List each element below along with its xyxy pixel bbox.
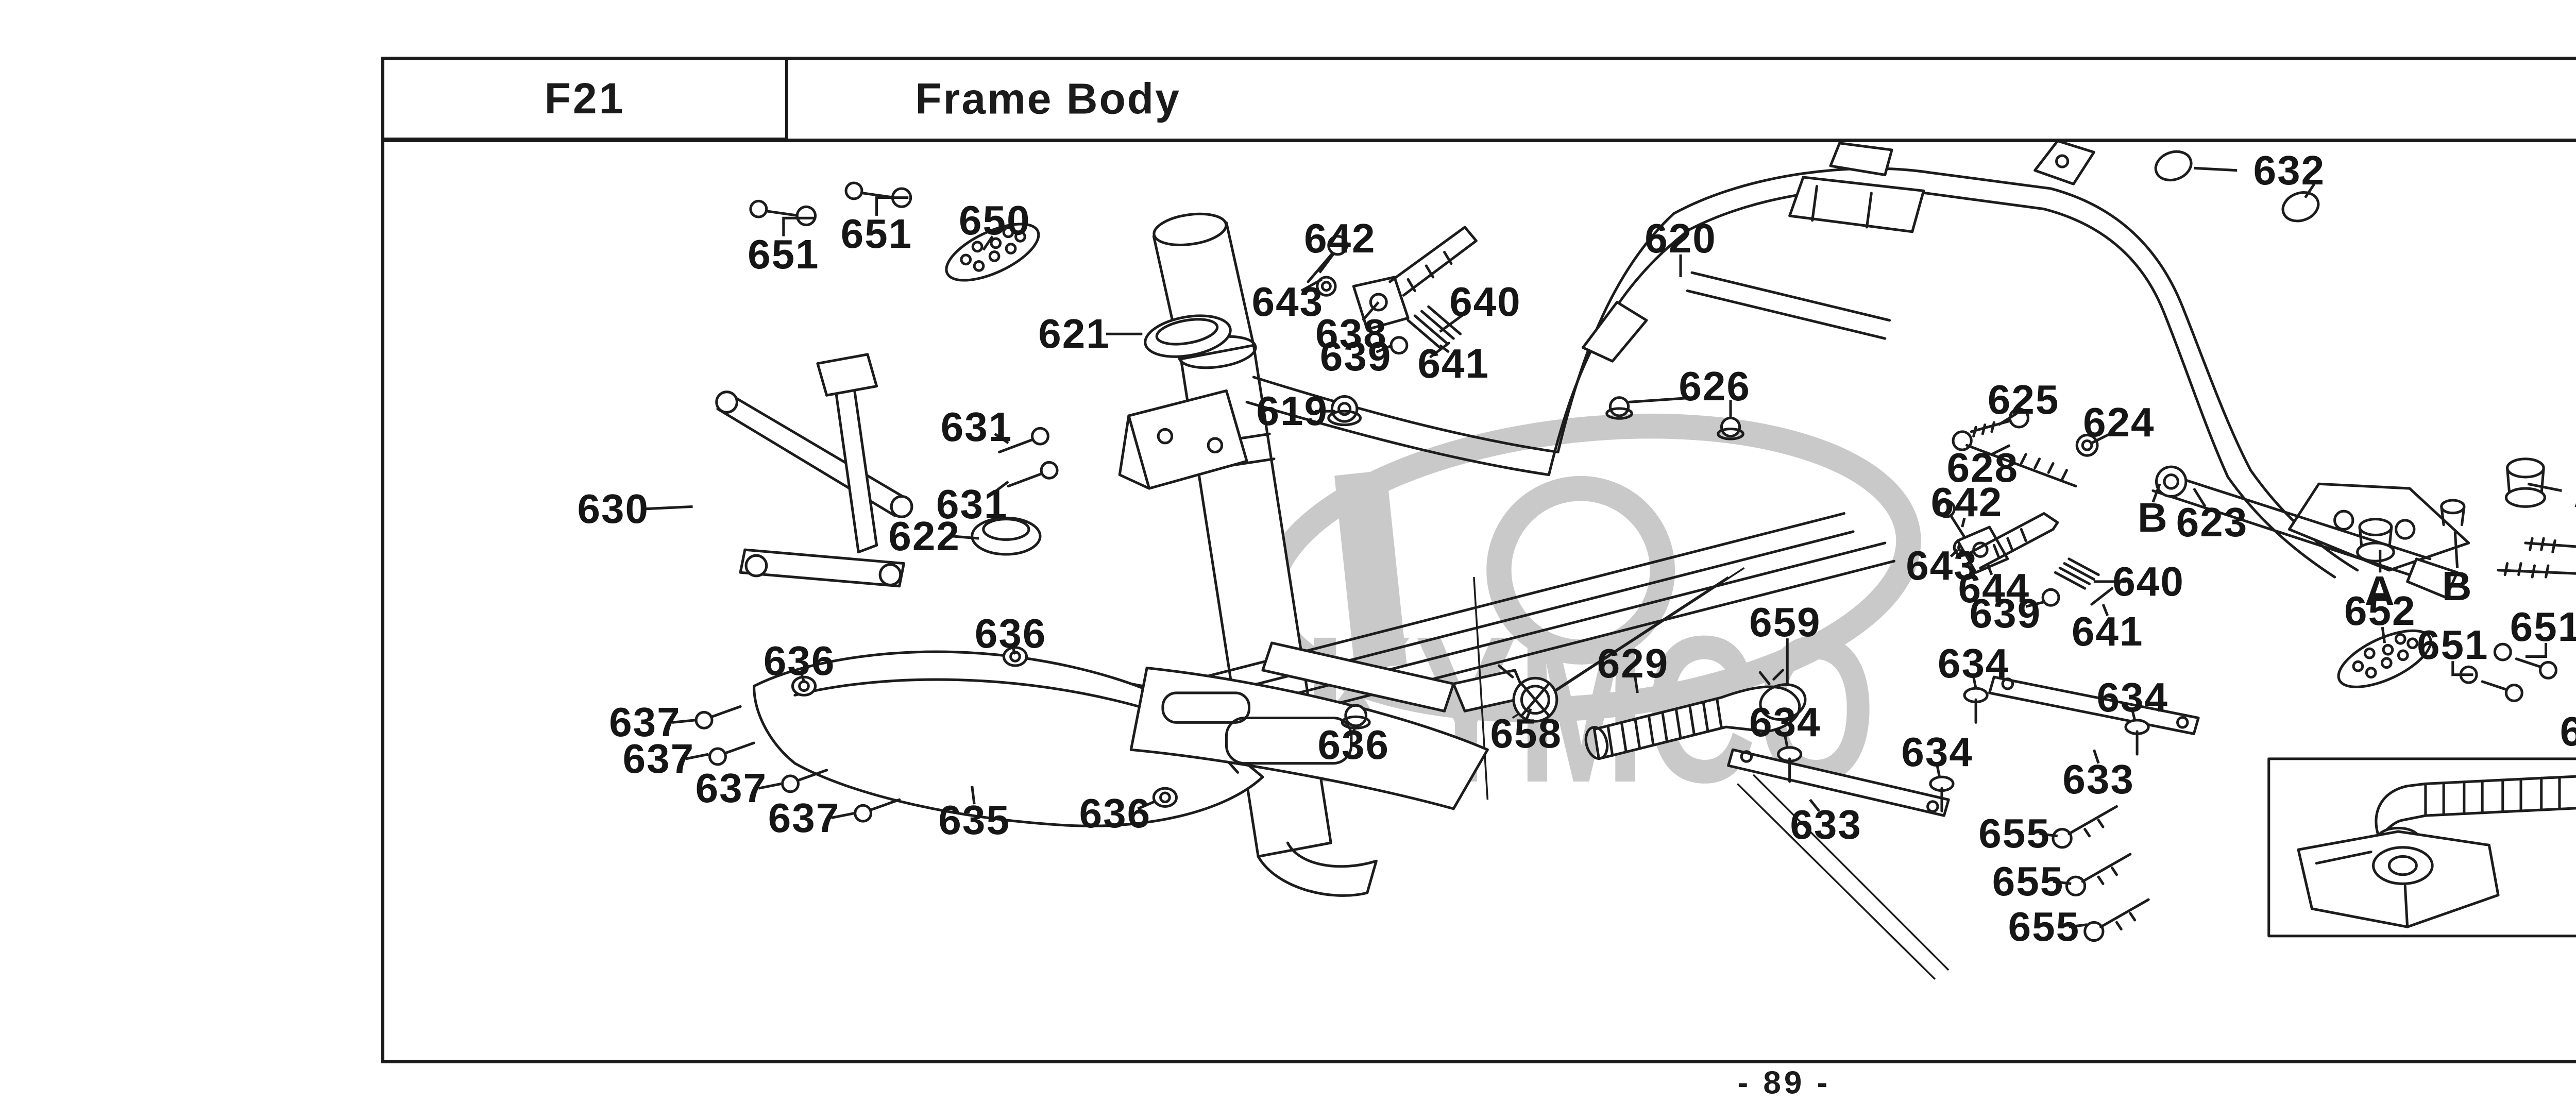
- part-label-654: 654: [2560, 708, 2576, 754]
- part-label-638: 638: [1315, 311, 1387, 357]
- small-parts-art: [971, 150, 2320, 556]
- part-label-651: 651: [2417, 622, 2489, 668]
- part-label-636: 636: [1079, 790, 1151, 836]
- part-label-640: 640: [2112, 558, 2184, 604]
- part-label-637: 637: [695, 765, 768, 811]
- page-title: Frame Body: [915, 74, 1181, 123]
- part-label-639: 639: [1969, 590, 2042, 636]
- part-label-659: 659: [1749, 599, 1821, 646]
- part-label-621: 621: [1038, 311, 1110, 357]
- part-label-619: 619: [1256, 388, 1328, 434]
- part-label-642: 642: [1304, 215, 1376, 262]
- part-label-635: 635: [938, 796, 1010, 843]
- part-label-A: A: [2573, 469, 2576, 517]
- part-label-632: 632: [2253, 147, 2326, 193]
- part-label-B: B: [2138, 495, 2168, 541]
- kick-cluster-right-art: [1937, 499, 2114, 607]
- part-label-630: 630: [577, 485, 649, 532]
- part-label-634: 634: [2096, 674, 2168, 720]
- plates-and-bolt-sets-art: [749, 181, 2557, 702]
- part-label-631: 631: [940, 404, 1013, 450]
- page-number: - 89 -: [1737, 1065, 1831, 1101]
- part-label-629: 629: [1597, 640, 1669, 686]
- part-label-636: 636: [763, 638, 836, 684]
- part-label-652: 652: [2344, 588, 2416, 634]
- part-label-658: 658: [1490, 710, 1563, 757]
- part-label-643: 643: [1251, 279, 1324, 325]
- part-label-650: 650: [959, 197, 1031, 243]
- intake-duct-art: [1497, 664, 1807, 760]
- part-label-634: 634: [1901, 728, 1973, 775]
- part-label-636: 636: [974, 610, 1047, 657]
- part-label-637: 637: [609, 699, 681, 745]
- part-label-633: 633: [1790, 801, 1862, 847]
- screw-655-glyphs: [2052, 805, 2150, 942]
- page-border: [381, 57, 2576, 1063]
- part-label-622: 622: [888, 513, 960, 559]
- part-label-651: 651: [2510, 604, 2576, 650]
- part-label-640: 640: [1449, 279, 1521, 325]
- braces-art: [1727, 675, 2200, 942]
- part-label-655: 655: [2008, 904, 2080, 950]
- part-label-626: 626: [1679, 363, 1751, 409]
- part-label-651: 651: [748, 231, 820, 277]
- under-cover-art: [694, 646, 1489, 827]
- detail-box-654: [2267, 757, 2576, 938]
- part-label-636: 636: [1317, 722, 1389, 768]
- bracket-630-art: [715, 353, 1059, 588]
- bolt-634-glyphs: [1777, 687, 2150, 812]
- section-code-box: F21: [381, 57, 788, 141]
- part-label-643: 643: [1906, 542, 1978, 589]
- header-rule: [381, 139, 2576, 143]
- part-label-651: 651: [840, 211, 913, 257]
- leader-lines: [645, 166, 2562, 928]
- part-label-641: 641: [1417, 340, 1489, 386]
- part-label-655: 655: [1978, 810, 2050, 857]
- stand-bolts-art: [1952, 408, 2576, 579]
- part-label-625: 625: [1987, 377, 2060, 423]
- part-label-644: 644: [1958, 565, 2030, 612]
- part-label-634: 634: [1937, 640, 2010, 686]
- part-label-620: 620: [1645, 215, 1717, 262]
- part-label-637: 637: [622, 735, 695, 782]
- part-label-A: A: [2364, 567, 2396, 614]
- part-label-631: 631: [936, 481, 1008, 527]
- part-label-639: 639: [1319, 333, 1392, 380]
- part-label-633: 633: [2062, 756, 2134, 802]
- part-label-B: B: [2442, 563, 2473, 609]
- part-label-642: 642: [1930, 479, 2003, 525]
- part-label-637: 637: [768, 794, 840, 841]
- part-label-634: 634: [1749, 699, 1821, 745]
- part-label-628: 628: [1946, 445, 2019, 491]
- section-code: F21: [544, 74, 625, 123]
- part-label-641: 641: [2072, 608, 2144, 654]
- part-label-623: 623: [2176, 499, 2248, 546]
- part-label-655: 655: [1992, 858, 2064, 904]
- part-label-624: 624: [2083, 399, 2155, 446]
